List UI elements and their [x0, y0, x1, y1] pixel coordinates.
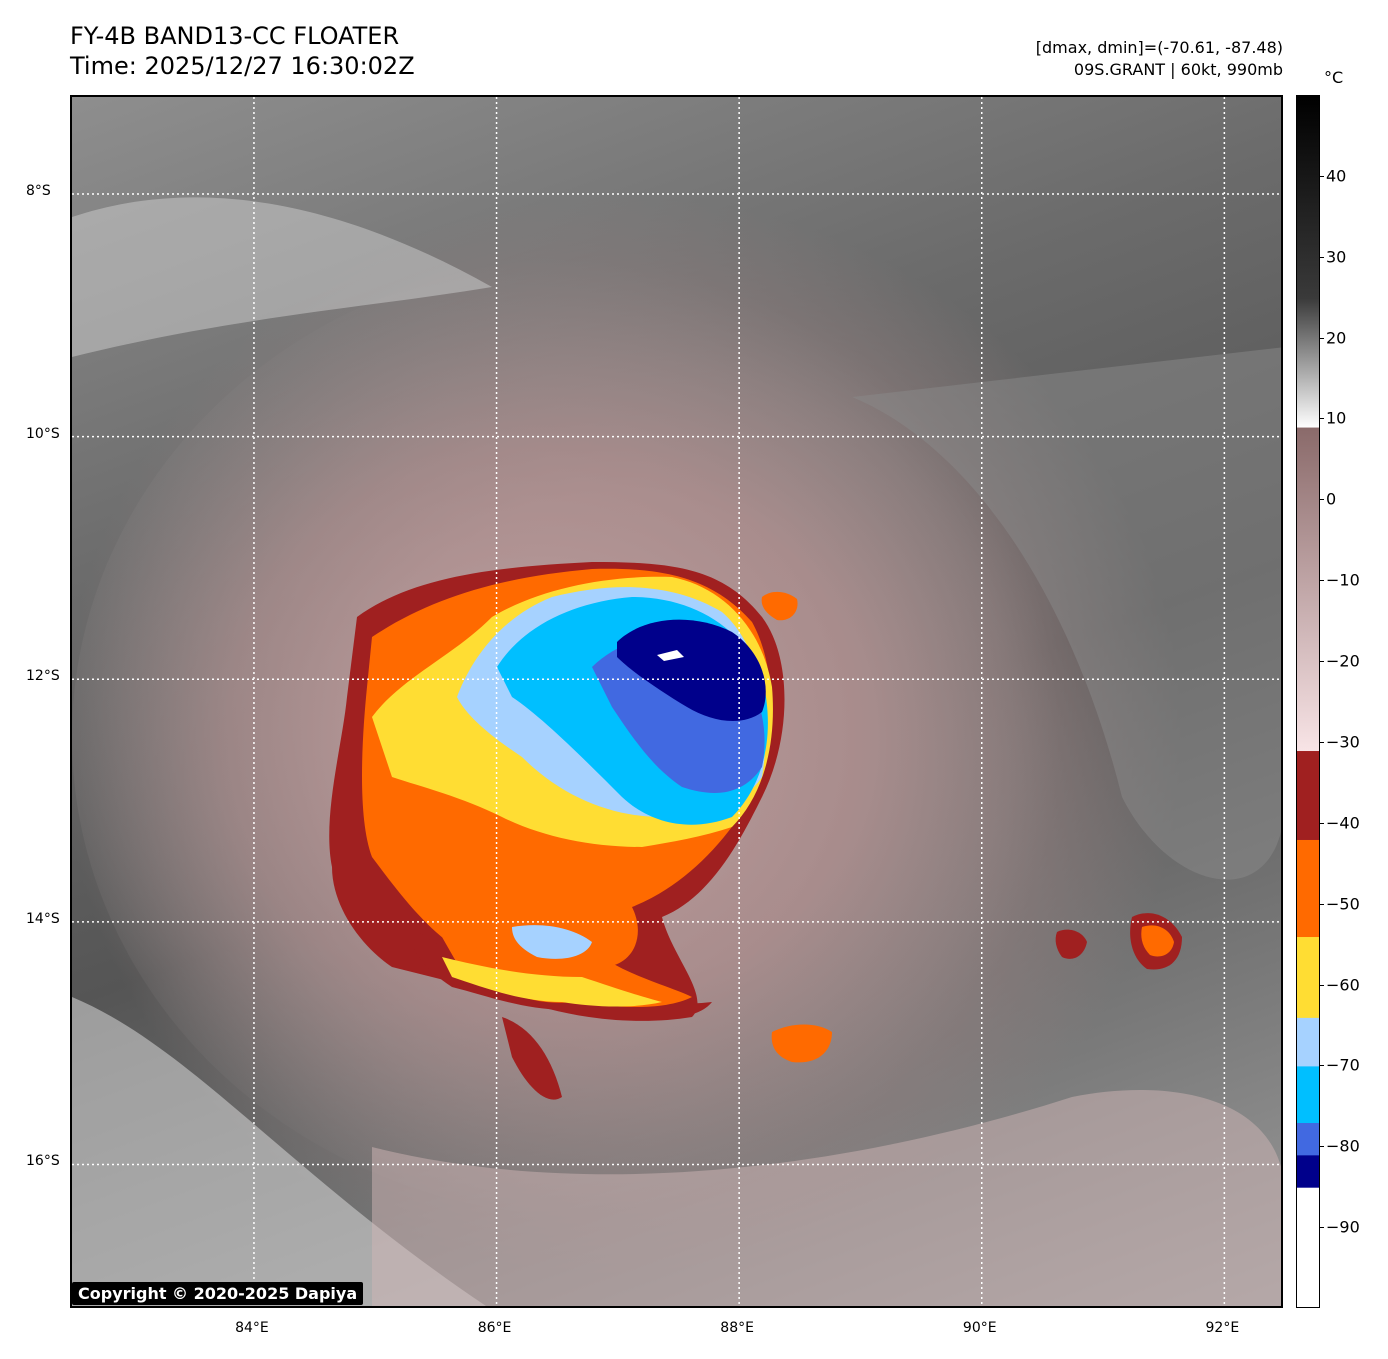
colorbar-segment — [1297, 937, 1319, 1019]
colorbar-segment — [1297, 1123, 1319, 1156]
colorbar-tick-mark — [1319, 1227, 1324, 1229]
cell-east-orange — [771, 1024, 832, 1063]
colorbar-tick-mark — [1319, 661, 1324, 663]
colorbar-tick-label: 10 — [1326, 408, 1347, 428]
colorbar-tick-label: −80 — [1326, 1136, 1360, 1156]
cell-northeast-orange — [761, 591, 798, 621]
lat-label: 8°S — [26, 183, 51, 200]
colorbar-segment — [1297, 1155, 1319, 1189]
storm-navy-region — [617, 619, 766, 722]
colorbar-tick-label: −20 — [1326, 651, 1360, 671]
colorbar-segment — [1297, 1187, 1319, 1307]
colorbar-tick-label: −70 — [1326, 1055, 1360, 1075]
lon-label: 92°E — [1205, 1320, 1240, 1336]
colorbar-tick-mark — [1319, 1065, 1324, 1067]
lon-label: 86°E — [477, 1320, 512, 1336]
colorbar-unit: °C — [1324, 68, 1344, 87]
colorbar-tick-label: 0 — [1326, 489, 1337, 509]
graticule — [72, 97, 1281, 1306]
colorbar-tick-label: 30 — [1326, 247, 1347, 267]
cloud-band-north — [72, 197, 492, 357]
lat-label: 10°S — [26, 425, 60, 442]
storm-layer — [72, 97, 1281, 1306]
cloud-band-south — [372, 1090, 1281, 1306]
colorbar-segment — [1297, 427, 1319, 752]
colorbar-tick-mark — [1319, 580, 1324, 582]
colorbar-tick-mark — [1319, 256, 1324, 258]
colorbar-tick-label: −50 — [1326, 894, 1360, 914]
colorbar-segment — [1297, 1066, 1319, 1124]
colorbar-tick-mark — [1319, 984, 1324, 986]
colorbar-tick-mark — [1319, 903, 1324, 905]
colorbar — [1296, 95, 1320, 1308]
storm-south-tail — [502, 1017, 562, 1100]
lon-label: 84°E — [235, 1320, 269, 1336]
cloud-band-southwest — [72, 997, 487, 1306]
lon-label: 88°E — [720, 1320, 754, 1336]
colorbar-tick-label: 20 — [1326, 328, 1347, 348]
colorbar-segment — [1297, 96, 1319, 299]
colorbar-gradient — [1297, 96, 1319, 1307]
colorbar-tick-mark — [1319, 337, 1324, 339]
colorbar-segment — [1297, 751, 1319, 841]
lat-label: 16°S — [26, 1153, 60, 1170]
storm-info: 09S.GRANT | 60kt, 990mb — [1073, 60, 1283, 79]
dmax-dmin-readout: [dmax, dmin]=(-70.61, -87.48) — [1035, 38, 1283, 57]
colorbar-tick-mark — [1319, 822, 1324, 824]
colorbar-segment — [1297, 1017, 1319, 1067]
lat-label: 14°S — [26, 910, 60, 927]
storm-eye-white — [657, 650, 684, 661]
colorbar-tick-label: −10 — [1326, 570, 1360, 590]
storm-south-lightblue-patch — [512, 925, 592, 959]
colorbar-segment — [1297, 298, 1319, 429]
colorbar-tick-mark — [1319, 175, 1324, 177]
colorbar-tick-label: −90 — [1326, 1217, 1360, 1237]
colorbar-tick-mark — [1319, 499, 1324, 501]
colorbar-tick-mark — [1319, 418, 1324, 420]
colorbar-tick-label: −40 — [1326, 813, 1360, 833]
storm-south-yellow-band — [442, 957, 662, 1007]
colorbar-tick-mark — [1319, 741, 1324, 743]
cloud-band-east — [852, 347, 1281, 880]
lon-label: 90°E — [962, 1320, 997, 1336]
cell-far-east-orange — [1141, 925, 1174, 957]
colorbar-tick-label: −30 — [1326, 732, 1360, 752]
colorbar-tick-label: −60 — [1326, 975, 1360, 995]
lat-label: 12°S — [26, 668, 60, 685]
chart-time: Time: 2025/12/27 16:30:02Z — [70, 52, 415, 80]
colorbar-tick-mark — [1319, 1146, 1324, 1148]
chart-title: FY-4B BAND13-CC FLOATER — [70, 22, 400, 50]
satellite-image — [70, 95, 1283, 1308]
cell-far-east-brown-small — [1055, 929, 1087, 959]
copyright-badge: Copyright © 2020-2025 Dapiya — [72, 1282, 364, 1305]
colorbar-segment — [1297, 839, 1319, 938]
colorbar-tick-label: 40 — [1326, 166, 1347, 186]
